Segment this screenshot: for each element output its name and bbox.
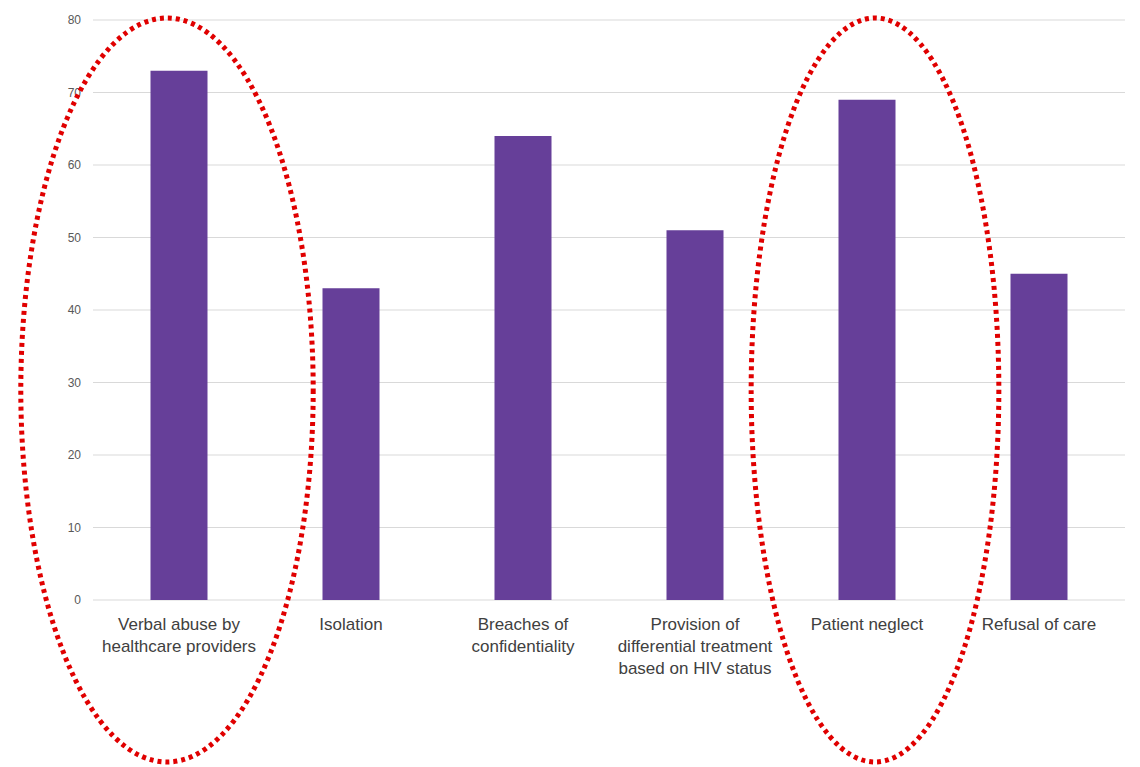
grid-line — [93, 527, 1125, 528]
grid-line — [93, 600, 1125, 601]
highlight-ellipse — [21, 18, 313, 762]
bar — [151, 71, 208, 600]
y-tick-label: 80 — [68, 13, 82, 27]
y-tick-label: 20 — [68, 448, 82, 462]
y-tick-label: 50 — [68, 231, 82, 245]
highlight-ellipse — [751, 18, 999, 762]
y-tick-label: 40 — [68, 303, 82, 317]
bar — [323, 288, 380, 600]
y-tick-label: 10 — [68, 521, 82, 535]
chart-container: 01020304050607080Verbal abuse byhealthca… — [0, 0, 1140, 767]
grid-line — [93, 382, 1125, 383]
x-tick-label: Verbal abuse byhealthcare providers — [102, 615, 256, 656]
grid-line — [93, 310, 1125, 311]
x-tick-label: Provision ofdifferential treatmentbased … — [618, 615, 773, 678]
y-tick-label: 0 — [74, 593, 81, 607]
chart-svg: 01020304050607080Verbal abuse byhealthca… — [0, 0, 1140, 767]
bar — [495, 136, 552, 600]
highlights — [21, 18, 999, 762]
grid — [93, 20, 1125, 600]
x-tick-labels: Verbal abuse byhealthcare providers Isola… — [102, 615, 1096, 678]
bar — [1011, 274, 1068, 600]
bars — [151, 71, 1068, 600]
y-tick-label: 60 — [68, 158, 82, 172]
grid-line — [93, 455, 1125, 456]
grid-line — [93, 237, 1125, 238]
grid-line — [93, 20, 1125, 21]
grid-line — [93, 165, 1125, 166]
bar — [667, 230, 724, 600]
grid-line — [93, 92, 1125, 93]
x-tick-label: Isolation — [319, 615, 382, 634]
bar — [839, 100, 896, 600]
x-tick-label: Breaches ofconfidentiality — [471, 615, 575, 656]
y-tick-label: 30 — [68, 376, 82, 390]
x-tick-label: Patient neglect — [811, 615, 924, 634]
x-tick-label: Refusal of care — [982, 615, 1096, 634]
